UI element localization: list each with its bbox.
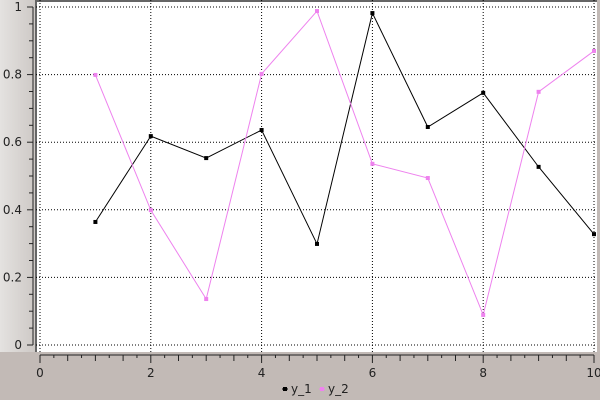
y-tick-label: 1 — [14, 0, 22, 14]
y-tick-label: 0.8 — [3, 68, 22, 82]
x-tick-label: 6 — [369, 366, 377, 380]
x-tick-label: 8 — [479, 366, 487, 380]
plot-canvas — [36, 0, 597, 352]
legend-label: y_1 — [291, 382, 312, 396]
data-point-y_1 — [481, 90, 486, 95]
x-tick-label: 0 — [36, 366, 44, 380]
data-point-y_2 — [315, 9, 319, 14]
data-point-y_2 — [536, 89, 541, 94]
legend-swatch-marker — [283, 387, 287, 391]
data-point-y_1 — [148, 134, 153, 139]
y-tick-label: 0.4 — [3, 203, 22, 217]
data-point-y_1 — [425, 124, 430, 129]
legend-swatch-marker — [320, 387, 324, 391]
data-point-y_1 — [536, 164, 541, 169]
x-tick-label: 2 — [147, 366, 155, 380]
data-point-y_1 — [592, 232, 596, 237]
data-point-y_2 — [259, 71, 264, 76]
y-tick-label: 0.6 — [3, 135, 22, 149]
data-point-y_1 — [204, 156, 209, 161]
series-line-y_2 — [94, 10, 595, 317]
data-point-y_1 — [315, 241, 319, 246]
data-point-y_2 — [370, 161, 375, 166]
y-tick-label: 0.2 — [3, 270, 22, 284]
x-tick-label: 10 — [586, 366, 600, 380]
data-point-y_2 — [148, 208, 153, 213]
data-point-y_2 — [93, 72, 98, 77]
x-tick-label: 4 — [258, 366, 266, 380]
legend-label: y_2 — [328, 382, 349, 396]
series-line-y_1 — [94, 11, 595, 246]
data-point-y_2 — [204, 297, 209, 302]
data-point-y_2 — [425, 176, 430, 181]
data-point-y_2 — [481, 312, 486, 317]
data-point-y_1 — [259, 128, 264, 133]
data-point-y_1 — [370, 11, 375, 16]
data-point-y_2 — [592, 48, 596, 53]
data-point-y_1 — [93, 219, 98, 224]
y-tick-label: 0 — [14, 338, 22, 352]
